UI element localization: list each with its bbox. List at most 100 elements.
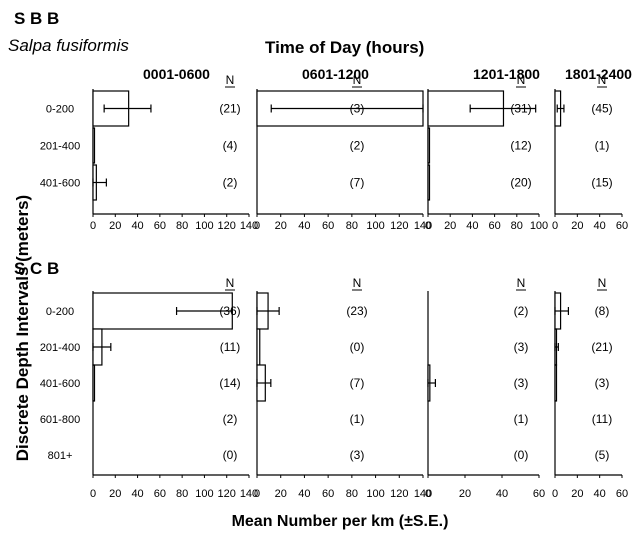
n-label: (3) [514, 340, 529, 354]
bar [427, 164, 431, 201]
n-label: (36) [219, 304, 240, 318]
time-header: 0601-1200 [302, 66, 369, 82]
n-header: N [598, 276, 607, 290]
x-tick-label: 60 [616, 488, 628, 500]
x-tick-label: 80 [346, 220, 358, 232]
x-tick-label: 120 [390, 488, 408, 500]
x-tick-label: 40 [298, 220, 310, 232]
x-tick-label: 40 [594, 488, 606, 500]
x-tick-label: 60 [616, 220, 628, 232]
x-tick-label: 120 [390, 220, 408, 232]
n-label: (0) [514, 448, 529, 462]
x-tick-label: 140 [414, 220, 432, 232]
n-header: N [517, 276, 526, 290]
x-tick-label: 0 [425, 220, 431, 232]
x-axis-label: Mean Number per km (±S.E.) [232, 513, 449, 530]
x-tick-label: 20 [444, 220, 456, 232]
n-header: N [598, 73, 607, 87]
n-label: (3) [595, 376, 610, 390]
n-label: (15) [591, 176, 612, 190]
bar [554, 364, 558, 402]
n-header: N [226, 73, 235, 87]
x-tick-label: 80 [176, 220, 188, 232]
x-tick-label: 140 [414, 488, 432, 500]
n-label: (0) [350, 340, 365, 354]
x-tick-label: 120 [218, 488, 236, 500]
x-tick-label: 80 [176, 488, 188, 500]
n-label: (3) [350, 102, 365, 116]
n-label: (0) [223, 448, 238, 462]
x-tick-label: 140 [240, 488, 258, 500]
bar [92, 364, 96, 402]
n-label: (7) [350, 376, 365, 390]
n-label: (14) [219, 376, 240, 390]
x-tick-label: 0 [90, 488, 96, 500]
n-label: (2) [223, 176, 238, 190]
x-tick-label: 20 [275, 488, 287, 500]
panel-scb-1801-2400: N 0 20 40 60 (8) (21) (3) (11) (5) [552, 276, 628, 500]
x-tick-label: 0 [425, 488, 431, 500]
n-label: (8) [595, 304, 610, 318]
x-tick-label: 40 [594, 220, 606, 232]
x-tick-label: 100 [366, 220, 384, 232]
region-label-sbb: S B B [14, 9, 59, 28]
x-tick-label: 0 [254, 220, 260, 232]
n-label: (5) [595, 448, 610, 462]
panel-scb-1201-1800: N 0 20 40 60 (2) (3) (3) (1) (0) [425, 276, 545, 500]
depth-label: 0-200 [46, 306, 74, 318]
x-tick-label: 40 [131, 220, 143, 232]
n-label: (1) [350, 412, 365, 426]
x-tick-label: 60 [154, 488, 166, 500]
depth-label: 201-400 [40, 342, 80, 354]
region-label-scb: S C B [14, 259, 59, 278]
x-tick-label: 120 [218, 220, 236, 232]
depth-label: 401-600 [40, 378, 80, 390]
n-label: (45) [591, 102, 612, 116]
x-tick-label: 40 [466, 220, 478, 232]
x-tick-label: 60 [322, 488, 334, 500]
time-header: 1801-2400 [565, 66, 632, 82]
x-tick-label: 80 [511, 220, 523, 232]
species-label: Salpa fusiformis [8, 36, 129, 55]
n-label: (23) [346, 304, 367, 318]
n-label: (1) [595, 139, 610, 153]
x-tick-label: 20 [109, 488, 121, 500]
n-label: (31) [510, 102, 531, 116]
y-axis-label: Discrete Depth Intervals (meters) [13, 195, 32, 461]
n-label: (3) [350, 448, 365, 462]
x-tick-label: 40 [496, 488, 508, 500]
depth-label: 601-800 [40, 414, 80, 426]
n-label: (12) [510, 139, 531, 153]
x-tick-label: 20 [571, 220, 583, 232]
x-tick-label: 40 [131, 488, 143, 500]
x-tick-label: 40 [298, 488, 310, 500]
top-title: Time of Day (hours) [265, 38, 424, 57]
n-label: (21) [219, 102, 240, 116]
n-label: (2) [350, 139, 365, 153]
x-tick-label: 0 [254, 488, 260, 500]
x-tick-label: 100 [366, 488, 384, 500]
panel-scb-0601-1200: N 0 20 40 60 80 100 120 140 (23) (0) (7) (1) (3) [254, 276, 432, 500]
time-header: 0001-0600 [143, 66, 210, 82]
x-tick-label: 20 [459, 488, 471, 500]
x-tick-label: 60 [322, 220, 334, 232]
x-tick-label: 80 [346, 488, 358, 500]
n-label: (2) [223, 412, 238, 426]
x-tick-label: 60 [154, 220, 166, 232]
n-label: (11) [220, 340, 240, 354]
n-label: (20) [510, 176, 531, 190]
panel-scb-0001-0600: N 0 20 40 60 80 100 120 140 0-200 (36) 201-400 (11) 4… [40, 276, 258, 500]
x-tick-label: 100 [530, 220, 548, 232]
x-tick-label: 0 [90, 220, 96, 232]
n-label: (2) [514, 304, 529, 318]
x-tick-label: 20 [571, 488, 583, 500]
panel-sbb-0001-0600: 0001-0600 N 0 20 40 60 80 100 120 140 0-200 (21) 201… [40, 66, 258, 232]
depth-label: 0-200 [46, 104, 74, 116]
n-label: (21) [591, 340, 612, 354]
x-tick-label: 60 [488, 220, 500, 232]
